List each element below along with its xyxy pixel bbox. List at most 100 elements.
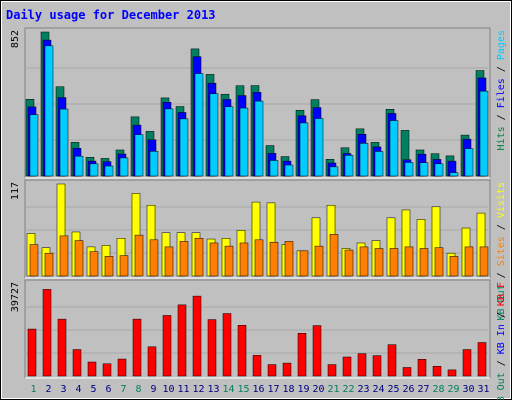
bar-sites-day-29 [449,256,459,277]
legend-separator: / [496,354,507,372]
bar-sites-day-12 [194,238,204,277]
x-tick-label-day-9: 9 [150,384,156,395]
bar-sites-day-2 [44,252,54,277]
bar-sites-day-31 [479,246,489,277]
bar-kbf-day-24 [372,355,382,377]
legend-entry: Sites [496,236,507,266]
x-tick-label-day-14: 14 [222,384,234,395]
x-tick-label-day-3: 3 [60,384,66,395]
x-tick-label-day-15: 15 [237,384,249,395]
bar-kbf-day-22 [342,356,352,377]
bar-sites-day-19 [299,250,309,277]
legend-entry: KB Out [496,284,507,320]
bar-kbf-day-19 [297,333,307,377]
x-tick-label-day-17: 17 [267,384,279,395]
bar-sites-day-24 [374,248,384,277]
bar-kbf-day-8 [132,318,142,377]
bar-sites-day-26 [404,246,414,277]
bar-kbf-day-16 [252,355,262,377]
bar-kbf-day-15 [237,325,247,377]
x-tick-label-day-24: 24 [372,384,384,395]
x-tick-label-day-1: 1 [30,384,36,395]
legend-separator: / [496,60,507,78]
bar-pages-day-13 [209,93,219,177]
x-tick-label-day-6: 6 [105,384,111,395]
panel-top: 852 Hits / Files / Pages [10,27,507,179]
bar-pages-day-28 [434,163,444,177]
bar-kbf-day-12 [192,295,202,377]
panel-middle-max-label: 117 [10,182,21,200]
bar-pages-day-18 [284,164,294,177]
bar-sites-day-23 [359,246,369,277]
bar-sites-day-7 [119,255,129,277]
bar-sites-day-16 [254,239,264,277]
bar-kbf-day-17 [267,364,277,377]
legend-entry: Visits [496,182,507,218]
chart-title: Daily usage for December 2013 [6,8,216,22]
x-tick-label-day-18: 18 [282,384,294,395]
bar-kbf-day-11 [177,304,187,377]
x-tick-label-day-2: 2 [45,384,51,395]
x-tick-label-day-22: 22 [342,384,354,395]
bar-pages-day-4 [74,155,84,177]
x-tick-label-day-26: 26 [402,384,414,395]
bar-sites-day-10 [164,246,174,277]
bar-sites-day-20 [314,245,324,277]
legend-separator: / [496,108,507,126]
bar-kbf-day-9 [147,346,157,377]
bar-kbf-day-1 [27,328,37,377]
legend-entry: KB In [496,324,507,354]
bar-pages-day-23 [359,143,369,177]
legend-entry: Pages [496,30,507,60]
bar-pages-day-14 [224,106,234,177]
bar-sites-day-3 [59,235,69,277]
bar-kbf-day-10 [162,315,172,377]
bar-kbf-day-20 [312,325,322,377]
bar-pages-day-8 [134,134,144,177]
x-tick-label-day-25: 25 [387,384,399,395]
bar-pages-day-25 [389,120,399,177]
bar-kbf-day-27 [417,359,427,377]
bar-pages-day-29 [449,172,459,177]
bar-kbf-day-13 [207,319,217,377]
bar-kbf-day-3 [57,318,67,377]
bar-sites-day-25 [389,248,399,277]
x-tick-label-day-10: 10 [162,384,174,395]
x-tick-label-day-12: 12 [192,384,204,395]
bar-pages-day-19 [299,122,309,177]
bar-pages-day-21 [329,166,339,177]
bar-pages-day-17 [269,160,279,177]
bar-sites-day-27 [419,248,429,277]
x-tick-label-day-4: 4 [75,384,81,395]
x-tick-label-day-5: 5 [90,384,96,395]
panel-middle: 117 KB Out / Sites / Visits [10,179,507,320]
bar-pages-day-2 [44,45,54,177]
bar-pages-day-30 [464,148,474,177]
bar-pages-day-22 [344,155,354,177]
x-tick-label-day-19: 19 [297,384,309,395]
bar-sites-day-21 [329,234,339,277]
bar-sites-day-8 [134,234,144,277]
bar-kbf-day-6 [102,363,112,377]
bar-kbf-day-26 [402,367,412,377]
legend-entry: Files [496,78,507,108]
x-tick-label-day-23: 23 [357,384,369,395]
bar-sites-day-13 [209,242,219,277]
bar-kbf-day-29 [447,369,457,377]
legend-entry: KB F [496,282,507,306]
x-tick-label-day-16: 16 [252,384,264,395]
bar-kbf-day-18 [282,362,292,377]
bar-pages-day-3 [59,108,69,177]
bar-sites-day-17 [269,241,279,277]
legend-separator: / [496,266,507,284]
x-tick-label-day-31: 31 [477,384,489,395]
bar-pages-day-6 [104,165,114,177]
legend-separator: / [496,218,507,236]
x-tick-label-day-28: 28 [432,384,444,395]
bar-kbf-day-25 [387,344,397,377]
bar-pages-day-31 [479,90,489,177]
x-tick-label-day-27: 27 [417,384,429,395]
bar-kbf-day-7 [117,358,127,377]
bar-kbf-day-14 [222,313,232,377]
